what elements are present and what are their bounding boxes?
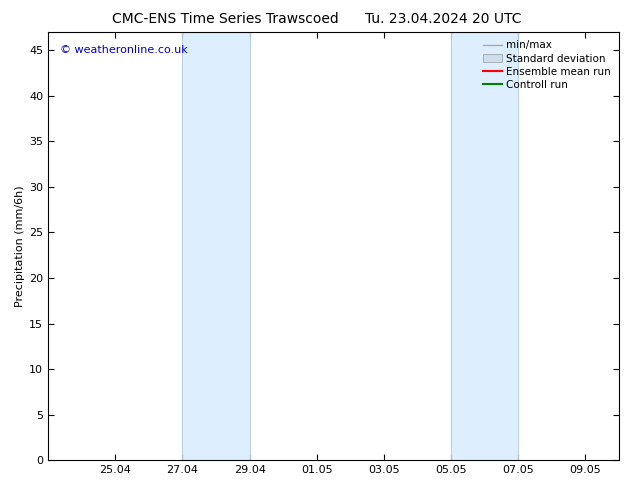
Text: © weatheronline.co.uk: © weatheronline.co.uk [60, 45, 187, 55]
Bar [183, 32, 250, 460]
Bar [451, 32, 518, 460]
Text: CMC-ENS Time Series Trawscoed      Tu. 23.04.2024 20 UTC: CMC-ENS Time Series Trawscoed Tu. 23.04.… [112, 12, 522, 26]
Legend: min/max, Standard deviation, Ensemble mean run, Controll run: min/max, Standard deviation, Ensemble me… [480, 37, 614, 93]
Y-axis label: Precipitation (mm/6h): Precipitation (mm/6h) [15, 185, 25, 307]
